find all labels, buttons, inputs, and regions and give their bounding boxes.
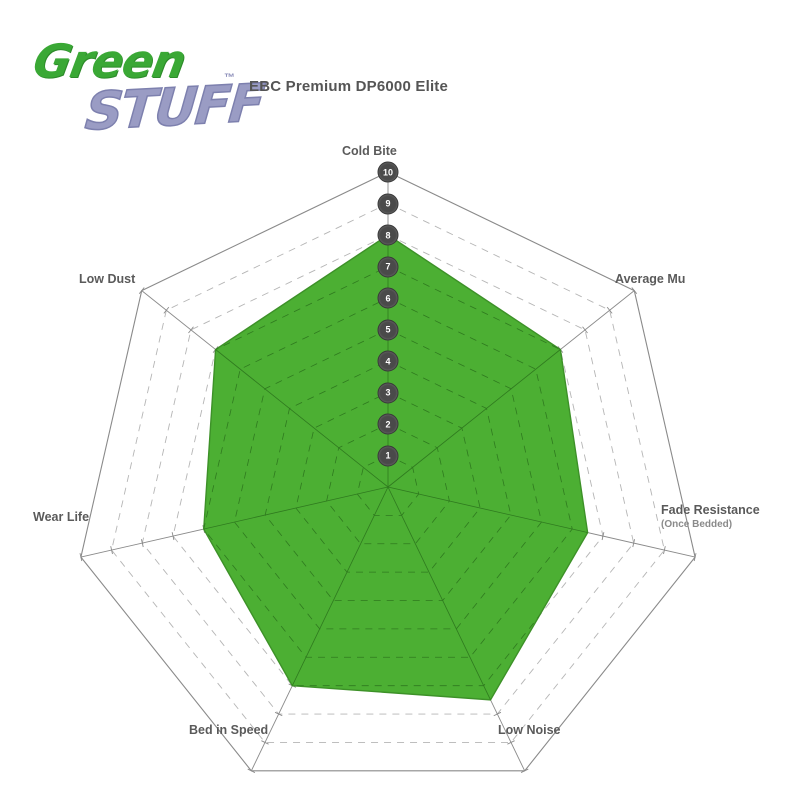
radar-series-polygon: [203, 234, 589, 701]
scale-badge-10: 10: [377, 161, 399, 183]
axis-label-low-noise: Low Noise: [498, 723, 561, 737]
radar-tick: [601, 532, 605, 541]
radar-tick: [520, 768, 529, 773]
radar-spoke-inside-series: [387, 486, 588, 558]
radar-ring-inside-series: [264, 360, 512, 601]
radar-ring-inside-series: [234, 329, 542, 630]
axis-label-average-mu: Average Mu: [615, 272, 686, 286]
scale-badge-8: 8: [377, 224, 399, 246]
radar-spoke-inside-series: [203, 486, 389, 558]
scale-badge-7: 7: [377, 256, 399, 277]
trademark-icon: ™: [224, 72, 235, 84]
radar-spoke-inside-series: [250, 486, 389, 700]
radar-tick: [606, 306, 613, 314]
radar-tick: [693, 553, 697, 562]
radar-spoke-inside-series: [203, 290, 389, 488]
axis-label-fade-main: Fade Resistance: [661, 503, 760, 517]
radar-tick: [110, 546, 113, 555]
radar-ring: [111, 203, 665, 743]
radar-tick: [79, 553, 83, 562]
radar-tick: [140, 539, 144, 548]
radar-tick: [507, 740, 515, 745]
scale-badge-6: 6: [377, 287, 399, 309]
scale-badge-1: 1: [377, 445, 399, 466]
greenstuff-logo: Green STUFF ™: [28, 30, 266, 143]
radar-ring: [141, 234, 635, 715]
scale-badge-9: 9: [377, 193, 399, 214]
axis-label-fade-sub: (Once Bedded): [661, 518, 733, 530]
radar-tick: [632, 539, 636, 548]
scale-badge-5: 5: [377, 319, 399, 340]
axis-label-fade-resistance: Fade Resistance (Once Bedded): [661, 503, 760, 531]
scale-badge-2: 2: [377, 413, 399, 435]
radar-spoke-inside-series: [387, 290, 588, 488]
radar-tick: [631, 287, 638, 295]
radar-tick: [261, 740, 269, 745]
radar-tick: [188, 326, 194, 334]
page-title: EBC Premium DP6000 Elite: [249, 78, 449, 95]
axis-label-cold-bite: Cold Bite: [342, 144, 397, 158]
radar-tick: [247, 768, 256, 773]
axis-label-low-dust: Low Dust: [79, 272, 136, 286]
radar-tick: [171, 532, 175, 541]
radar-ring-inside-series: [295, 392, 481, 573]
radar-series-area: [203, 234, 589, 701]
axis-label-bed-in-speed: Bed in Speed: [189, 723, 269, 737]
radar-ring-inside-series: [326, 423, 450, 545]
radar-tick: [163, 306, 170, 314]
radar-tick: [582, 326, 588, 334]
scale-badge-4: 4: [377, 350, 399, 372]
radar-spoke-inside-series: [387, 486, 526, 700]
radar-ring: [80, 171, 696, 772]
radar-tick: [138, 287, 145, 295]
radar-tick: [493, 711, 502, 717]
scale-badge-3: 3: [377, 382, 399, 403]
radar-tick: [274, 711, 283, 717]
axis-label-wear-life: Wear Life: [33, 510, 90, 524]
radar-ring-inside-series: [356, 455, 420, 516]
radar-ring-inside-series: [203, 297, 573, 658]
radar-tick: [663, 546, 666, 555]
